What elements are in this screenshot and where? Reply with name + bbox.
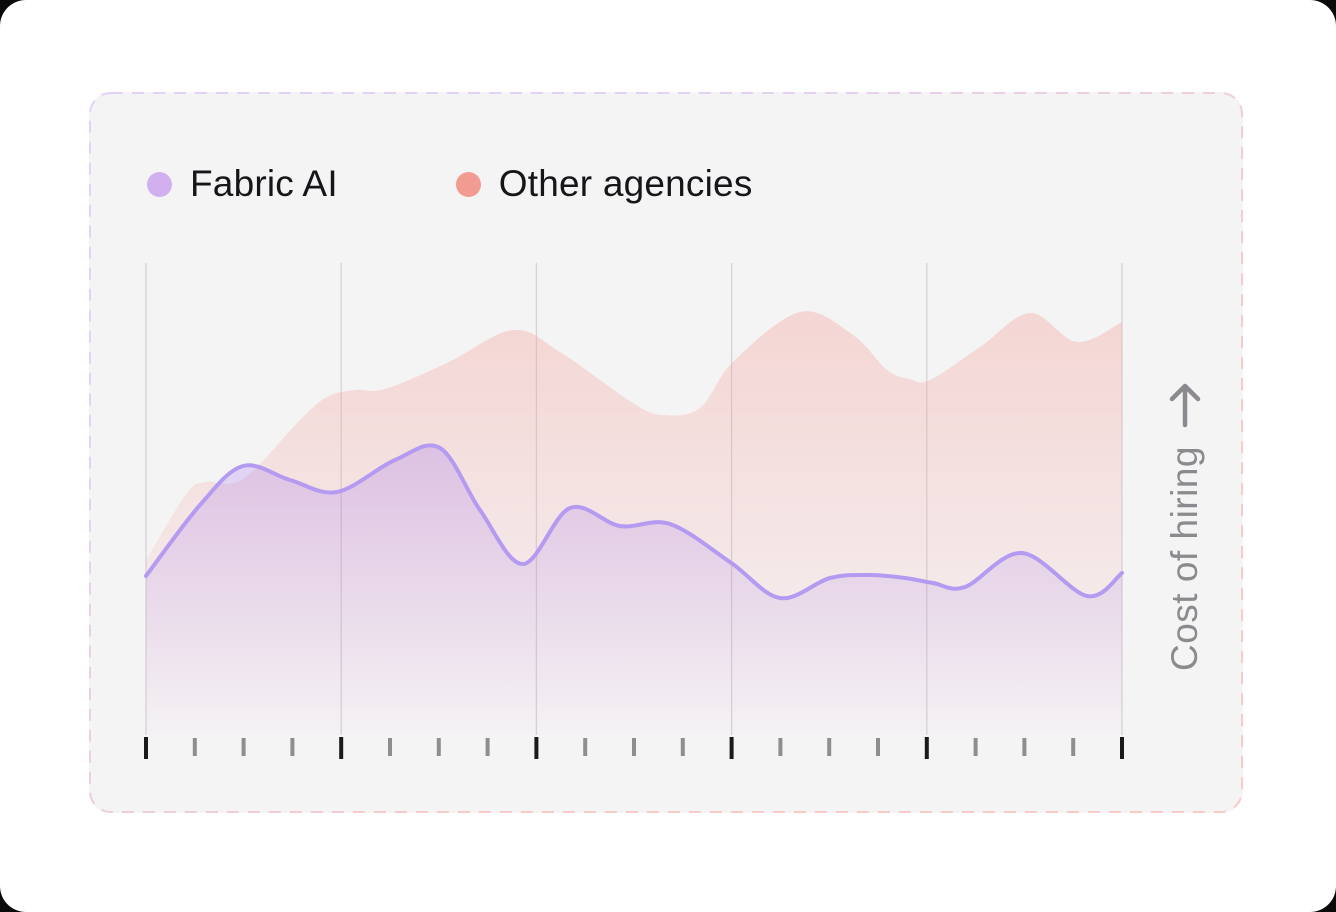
other-agencies-dot-icon — [455, 171, 481, 197]
y-axis-label-text: Cost of hiring — [1164, 446, 1205, 671]
fabric-ai-dot-icon — [147, 171, 172, 197]
y-axis-label-group: Cost of hiring — [1161, 382, 1209, 671]
legend-item-fabric-ai: Fabric AI — [147, 163, 338, 205]
chart-panel: Fabric AI Other agencies Cost of hiring — [89, 92, 1243, 813]
legend-label: Other agencies — [498, 163, 753, 204]
up-arrow-icon — [1169, 383, 1201, 428]
area-fabric-ai — [146, 445, 1122, 735]
legend: Fabric AI Other agencies — [147, 163, 753, 205]
line-fabric-ai — [144, 443, 1124, 601]
legend-item-other-agencies: Other agencies — [455, 163, 753, 205]
hiring-cost-chart — [144, 263, 1124, 759]
legend-label: Fabric AI — [190, 163, 338, 204]
